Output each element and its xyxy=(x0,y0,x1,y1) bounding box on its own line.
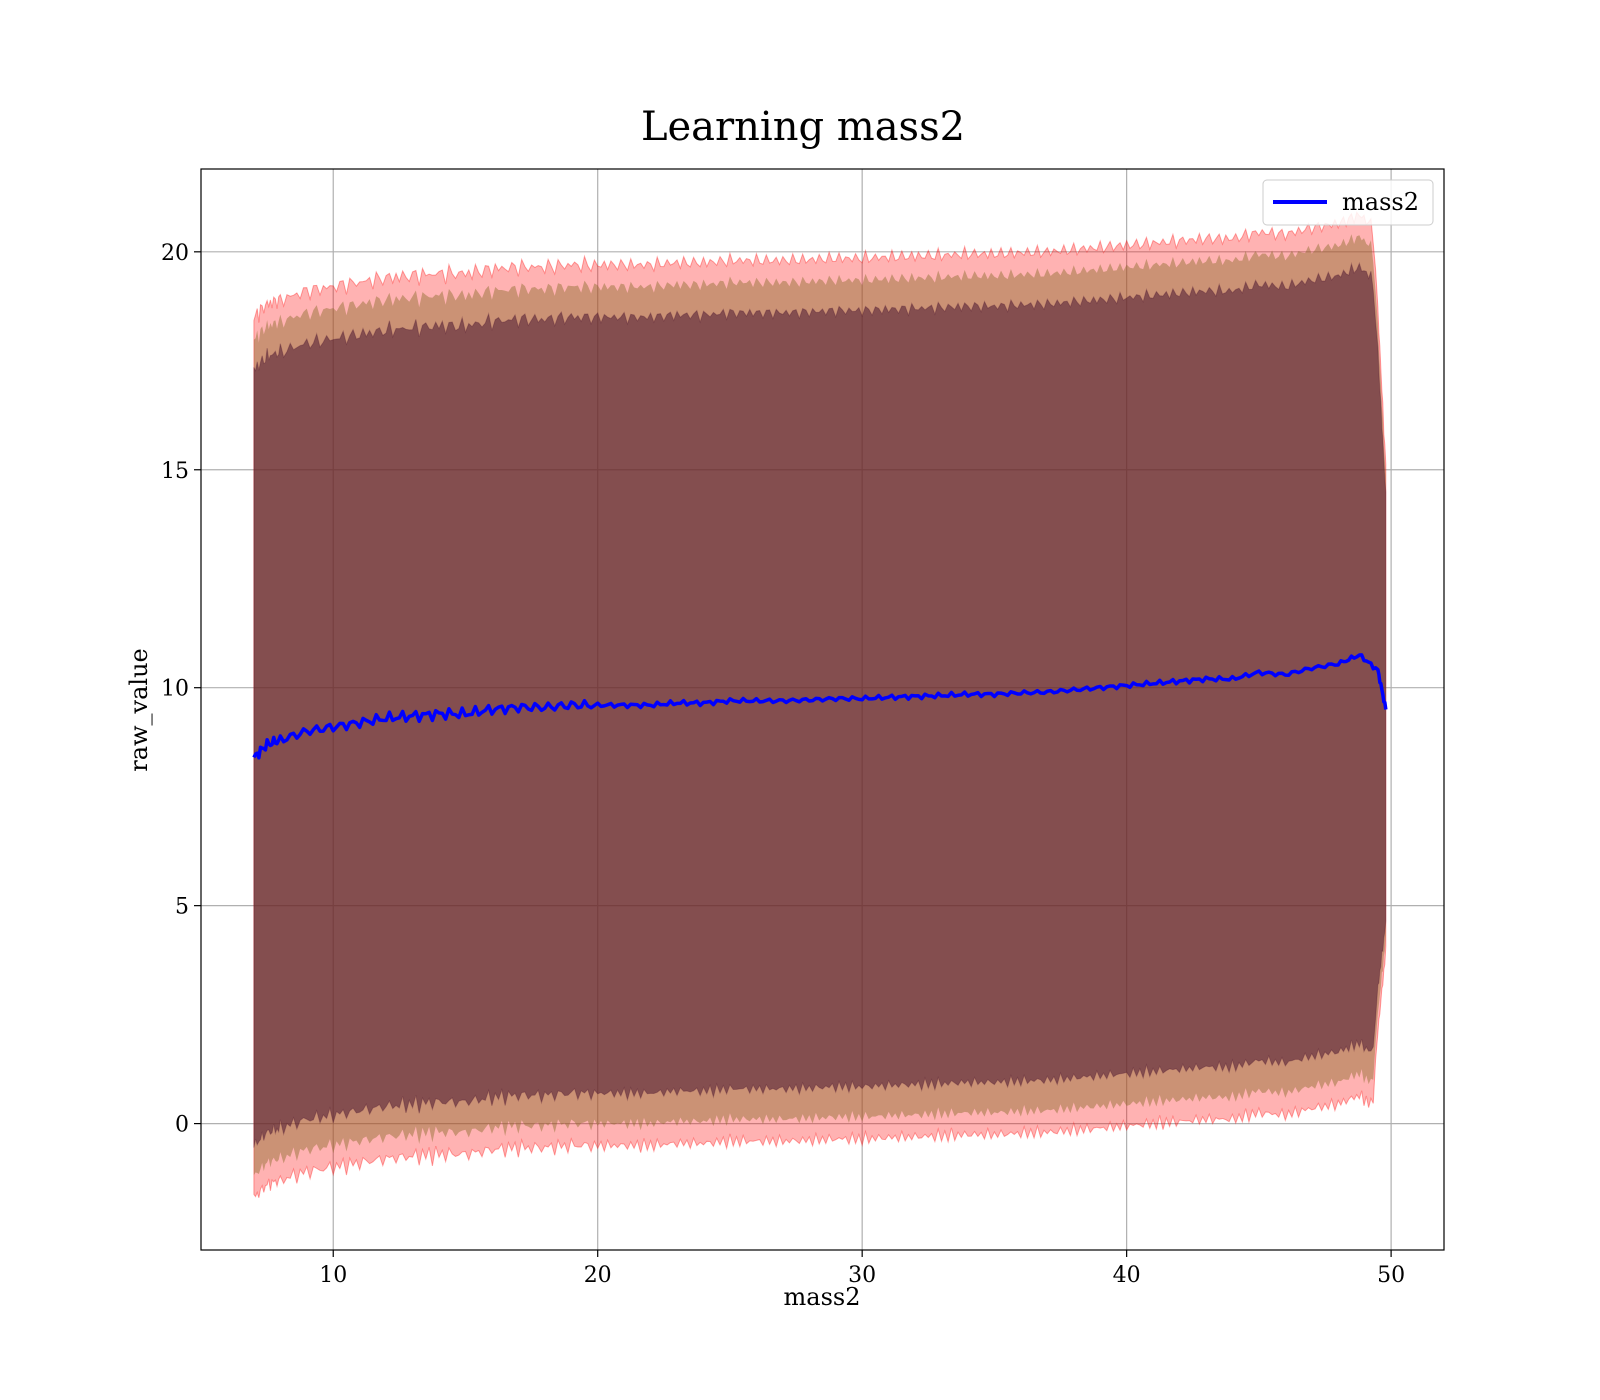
x-tick-label-4: 50 xyxy=(1377,1263,1405,1288)
y-tick-label-1: 5 xyxy=(175,895,189,920)
y-tick-label-4: 20 xyxy=(161,241,189,266)
band-inner xyxy=(253,261,1387,1148)
x-tick-label-0: 10 xyxy=(319,1263,347,1288)
plot-area xyxy=(201,169,1444,1250)
legend-label-mass2: mass2 xyxy=(1342,188,1419,216)
y-tick-label-0: 0 xyxy=(175,1113,189,1138)
x-tick-label-2: 30 xyxy=(848,1263,876,1288)
y-tick-label-2: 10 xyxy=(161,677,189,702)
axis-ticks: 10 20 30 40 50 0 5 10 15 20 xyxy=(161,241,1405,1288)
chart-title: Learning mass2 xyxy=(641,104,965,150)
y-axis-label: raw_value xyxy=(125,648,153,772)
x-axis-label: mass2 xyxy=(784,1283,861,1311)
x-tick-label-1: 20 xyxy=(584,1263,612,1288)
x-tick-label-3: 40 xyxy=(1113,1263,1141,1288)
legend: mass2 xyxy=(1262,179,1434,226)
legend-box xyxy=(1262,179,1434,226)
plot-frame xyxy=(200,168,1445,1251)
y-tick-label-3: 15 xyxy=(161,459,189,484)
series-line-mass2 xyxy=(252,653,1388,760)
